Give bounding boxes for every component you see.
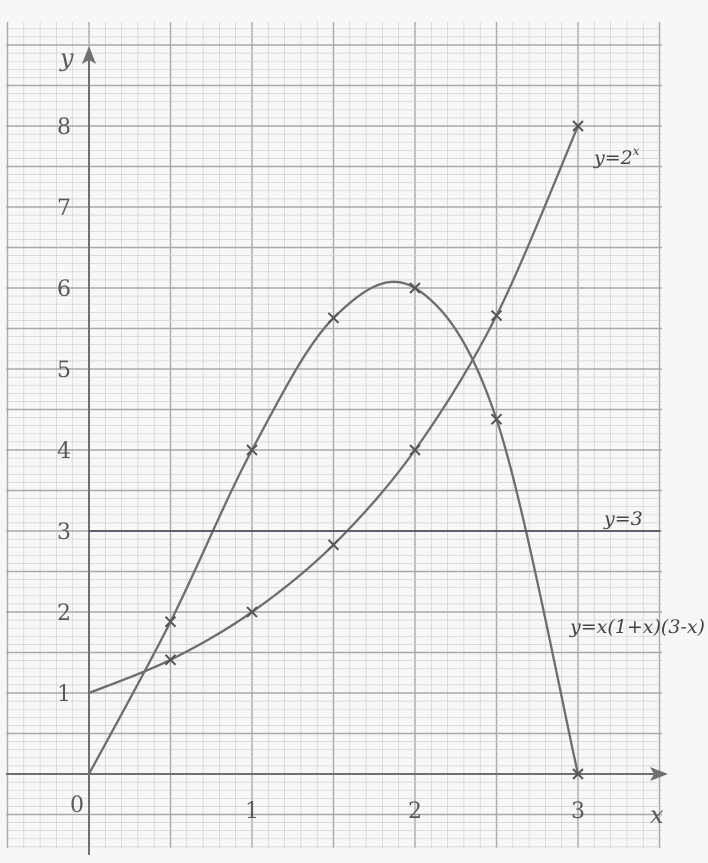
series-label-exponential-main: y=2	[593, 147, 633, 169]
x-axis-arrow	[650, 767, 668, 781]
x-axis-label: x	[650, 801, 664, 829]
axes	[6, 46, 668, 855]
data-point-marker	[409, 444, 421, 456]
series-exponential	[87, 124, 580, 695]
data-point-marker	[246, 606, 258, 618]
data-point-marker	[164, 616, 177, 628]
data-point-marker	[572, 768, 584, 780]
data-point-marker	[327, 312, 340, 324]
data-point-marker	[409, 282, 421, 294]
series-label-horizontal-line: y=3	[603, 508, 643, 530]
y-tick-label: 7	[57, 196, 71, 221]
x-tick-label: 3	[571, 799, 585, 824]
x-tick-label: 1	[245, 799, 259, 824]
y-tick-label: 4	[57, 439, 71, 464]
data-points	[164, 120, 584, 780]
y-tick-label: 1	[57, 682, 71, 707]
x-tick-label: 2	[408, 799, 422, 824]
y-tick-label: 2	[57, 601, 71, 626]
y-tick-label: 3	[57, 520, 71, 545]
y-axis-arrow	[82, 46, 96, 64]
origin-label: 0	[70, 793, 84, 818]
data-point-marker	[246, 444, 258, 456]
data-point-marker	[490, 413, 503, 425]
grid	[6, 22, 662, 848]
series-label-cubic: y=x(1+x)(3-x)	[569, 616, 705, 638]
data-point-marker	[164, 654, 177, 666]
y-tick-label: 5	[57, 358, 71, 383]
y-tick-label: 6	[57, 277, 71, 302]
data-point-marker	[490, 309, 503, 322]
data-point-marker	[572, 120, 584, 132]
y-tick-label: 8	[57, 115, 71, 140]
data-point-marker	[327, 539, 340, 551]
y-axis-label: y	[59, 44, 74, 72]
series-label-exponential: y=2x	[593, 144, 640, 169]
series-label-exponential-exponent: x	[633, 144, 640, 158]
